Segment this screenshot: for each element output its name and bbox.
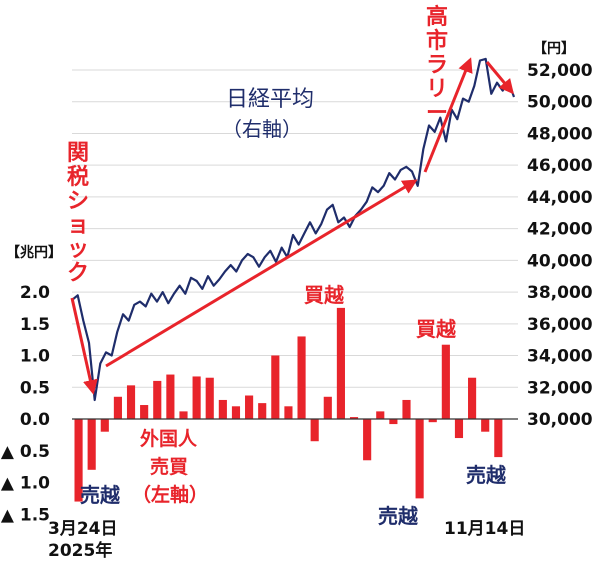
bar (153, 380, 162, 419)
sell-label-1: 売越 (80, 483, 121, 507)
right-tick-label: 50,000 (527, 93, 593, 113)
bar (363, 419, 372, 461)
bar (205, 377, 214, 419)
right-tick-label: 34,000 (527, 347, 593, 367)
bar (218, 399, 227, 419)
tariff-shock-char: ク (67, 261, 89, 286)
arrow-tariff-shock (70, 297, 98, 395)
foreigners-label-line1: 外国人 (140, 427, 198, 450)
bar (454, 419, 464, 439)
right-axis-unit: 【円】 (533, 41, 575, 57)
bar (192, 376, 201, 419)
bar (284, 406, 293, 419)
tariff-shock-char: シ (67, 189, 89, 214)
right-tick-label: 48,000 (527, 124, 593, 144)
line-series-nikkei (71, 57, 516, 402)
bar (140, 405, 149, 419)
bar (231, 406, 241, 419)
left-tick-label: ▲ 1.0 (1, 474, 50, 494)
bar (126, 385, 136, 419)
bar-series-foreign-net (74, 307, 503, 502)
bar (179, 411, 188, 419)
bar (258, 403, 267, 419)
x-end-label: 11月14日 (444, 519, 525, 539)
right-tick-label: 36,000 (527, 315, 593, 335)
left-tick-label: 0.0 (20, 410, 50, 430)
sell-label-2: 売越 (378, 504, 419, 528)
bar (428, 419, 437, 423)
arrow-takaichi-rally (423, 57, 473, 173)
line-axis-note: （右軸） (222, 117, 302, 141)
bar (415, 419, 424, 499)
left-tick-label: ▲ 1.5 (1, 505, 50, 525)
bar (245, 395, 254, 419)
takaichi-rally-char: リ (426, 77, 448, 102)
x-start-label: 3月24日 (48, 519, 118, 539)
right-axis: 52,000 50,000 48,000 46,000 44,000 42,000 40,0… (527, 61, 593, 430)
foreigners-label-line3: （左軸） (132, 483, 208, 506)
tariff-shock-char: ッ (67, 237, 89, 262)
bar (468, 377, 477, 419)
left-axis: 2.0 1.5 1.0 0.5 0.0 ▲ 0.5 ▲ 1.0 ▲ 1.5 (1, 283, 50, 525)
left-axis-unit: 【兆円】 (6, 245, 62, 261)
right-tick-label: 32,000 (527, 378, 593, 398)
tariff-shock-char: 関 (67, 141, 89, 166)
bar (87, 419, 96, 470)
bar (100, 419, 109, 432)
right-tick-label: 46,000 (527, 156, 593, 176)
buy-label-1: 買越 (304, 283, 345, 307)
bar (166, 374, 175, 419)
bar (349, 417, 359, 419)
right-tick-label: 42,000 (527, 220, 593, 240)
tariff-shock-char: 税 (67, 164, 89, 190)
bar (271, 355, 280, 419)
bar (494, 419, 503, 458)
line-title: 日経平均 (226, 87, 314, 112)
arrow-recent-dip (485, 61, 514, 95)
left-tick-label: ▲ 0.5 (1, 442, 50, 462)
bar (336, 307, 345, 419)
left-tick-label: 2.0 (20, 283, 50, 303)
buy-label-2: 買越 (416, 317, 457, 341)
trend-arrows (70, 57, 514, 395)
right-tick-label: 44,000 (527, 188, 593, 208)
bar (323, 396, 332, 419)
right-tick-label: 30,000 (527, 410, 593, 430)
bar (310, 419, 319, 442)
takaichi-rally-char: ラ (426, 53, 448, 78)
right-tick-label: 40,000 (527, 251, 593, 271)
takaichi-rally-char: 市 (426, 28, 448, 54)
foreigners-label-line2: 売買 (150, 455, 188, 478)
sell-label-3: 売越 (466, 463, 507, 487)
right-tick-label: 38,000 (527, 283, 593, 303)
bar (441, 344, 450, 419)
bar (389, 419, 398, 425)
bar (113, 396, 122, 419)
bar (481, 419, 490, 432)
x-start-year: 2025年 (48, 540, 112, 561)
tariff-shock-char: ョ (67, 213, 89, 238)
nikkei-line (71, 57, 516, 402)
left-tick-label: 1.5 (20, 315, 50, 335)
left-tick-label: 0.5 (20, 378, 50, 398)
bar (297, 336, 306, 419)
left-tick-label: 1.0 (20, 347, 50, 367)
arrow-uptrend (105, 179, 418, 368)
takaichi-rally-char: ー (426, 101, 448, 126)
bar (376, 411, 385, 419)
right-tick-label: 52,000 (527, 61, 593, 81)
bar (402, 399, 411, 419)
bar (74, 419, 83, 502)
takaichi-rally-char: 高 (426, 4, 448, 30)
